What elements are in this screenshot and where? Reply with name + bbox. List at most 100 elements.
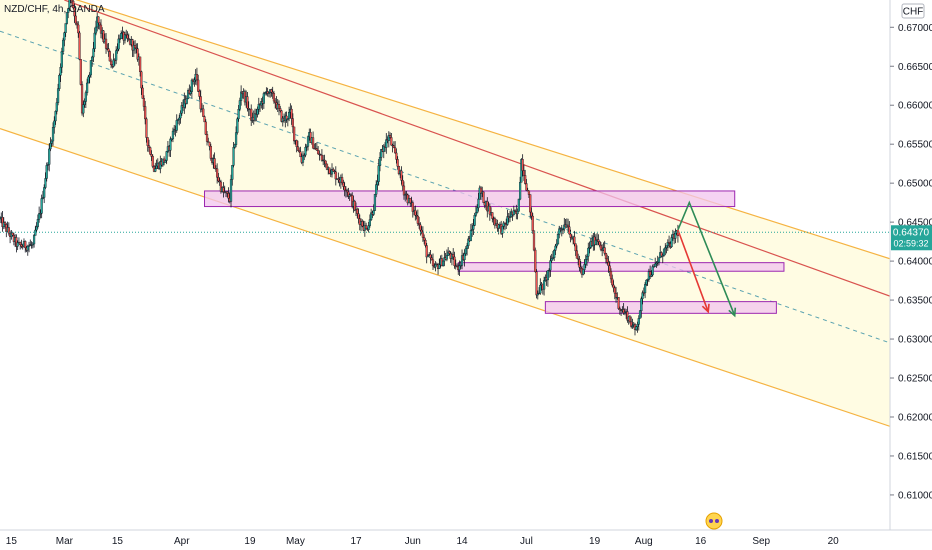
x-tick-label: 15 — [112, 536, 124, 547]
candle-up — [50, 140, 53, 144]
candle-up — [82, 104, 85, 114]
x-axis[interactable]: 15 Mar 15 Apr 19 May 17 Jun 14 Jul 19 Aug 16 Sep 20 — [6, 536, 839, 547]
candle-down — [293, 126, 296, 142]
logo-dot — [709, 519, 713, 523]
candle-up — [94, 26, 98, 34]
candle-up — [164, 160, 167, 163]
tradingview-logo-icon[interactable] — [705, 512, 723, 530]
candle-up — [643, 284, 647, 294]
candle-down — [598, 241, 601, 246]
y-tick-label: 0.67000 — [898, 23, 932, 34]
candle-down — [361, 221, 364, 227]
candle-up — [233, 144, 236, 148]
candle-down — [202, 108, 205, 117]
candle-up — [40, 198, 43, 214]
candle-up — [58, 75, 61, 89]
candle-up — [651, 266, 654, 276]
candle-up — [385, 139, 388, 148]
candle-up — [62, 39, 65, 52]
candle-down — [328, 167, 331, 174]
candle-up — [539, 285, 542, 294]
candle-down — [604, 253, 608, 260]
x-tick-label: 15 — [6, 536, 18, 547]
candle-down — [274, 100, 277, 103]
candle-down — [425, 245, 428, 258]
candle-down — [217, 176, 220, 182]
candle-up — [64, 23, 67, 33]
candle-down — [611, 278, 614, 286]
candle-down — [608, 265, 611, 272]
candle-up — [286, 117, 289, 120]
candle-down — [226, 191, 229, 194]
candle-down — [357, 213, 360, 219]
candle-up — [464, 248, 467, 255]
x-tick-label: 20 — [828, 536, 840, 547]
candle-up — [165, 151, 168, 161]
x-tick-label: 16 — [695, 536, 707, 547]
y-axis[interactable]: 0.61000 0.61500 0.62000 0.62500 0.63000 0.635… — [890, 23, 932, 502]
y-tick-label: 0.63500 — [898, 296, 932, 307]
candle-down — [353, 200, 356, 211]
candle-up — [45, 165, 48, 179]
candle-up — [584, 259, 587, 265]
candle-down — [402, 185, 406, 196]
candle-down — [626, 311, 629, 321]
candle-down — [24, 241, 27, 249]
candle-up — [555, 243, 558, 247]
candle-down — [311, 137, 315, 149]
candle-up — [549, 260, 552, 271]
candle-up — [508, 215, 512, 218]
logo-dot — [715, 519, 719, 523]
candle-up — [83, 101, 86, 105]
candle-up — [193, 79, 196, 82]
candle-up — [670, 237, 673, 248]
candle-down — [7, 227, 10, 234]
y-tick-label: 0.66500 — [898, 62, 932, 73]
y-tick-label: 0.61000 — [898, 490, 932, 501]
candle-down — [199, 96, 202, 110]
candle-up — [120, 33, 123, 39]
candle-up — [542, 280, 546, 290]
candle-up — [645, 279, 648, 285]
candle-up — [55, 102, 58, 112]
candle-up — [301, 155, 305, 163]
candle-down — [332, 169, 335, 172]
candle-down — [150, 154, 153, 157]
candle-down — [104, 38, 108, 49]
candle-up — [463, 253, 466, 260]
candle-down — [70, 0, 74, 2]
candle-down — [341, 177, 344, 184]
candle-down — [525, 183, 528, 191]
candle-down — [208, 141, 211, 147]
y-tick-label: 0.65000 — [898, 179, 932, 190]
channel-layer — [0, 0, 891, 427]
channel-fill — [0, 0, 890, 427]
last-price-value: 0.64370 — [893, 227, 930, 238]
candle-up — [654, 263, 657, 267]
candle-down — [392, 145, 395, 148]
candle-down — [78, 32, 81, 60]
candle-up — [665, 245, 668, 248]
supply-demand-zone — [544, 301, 777, 314]
candle-down — [342, 182, 345, 187]
candle-down — [603, 247, 606, 254]
candle-down — [452, 254, 455, 258]
candle-up — [674, 232, 677, 239]
candle-up — [175, 120, 178, 131]
candle-down — [207, 141, 210, 143]
candle-up — [368, 219, 371, 226]
candle-down — [149, 147, 152, 155]
arrows-layer — [677, 200, 737, 318]
candle-down — [151, 156, 154, 167]
candle-down — [617, 297, 620, 309]
candle-up — [51, 127, 55, 142]
candle-down — [324, 160, 327, 165]
candle-up — [178, 117, 181, 120]
candle-up — [26, 246, 29, 251]
candle-down — [606, 258, 609, 263]
candle-down — [448, 251, 451, 254]
resistance-trendline — [64, 0, 891, 297]
currency-badge[interactable] — [901, 3, 925, 19]
candle-down — [628, 316, 632, 323]
